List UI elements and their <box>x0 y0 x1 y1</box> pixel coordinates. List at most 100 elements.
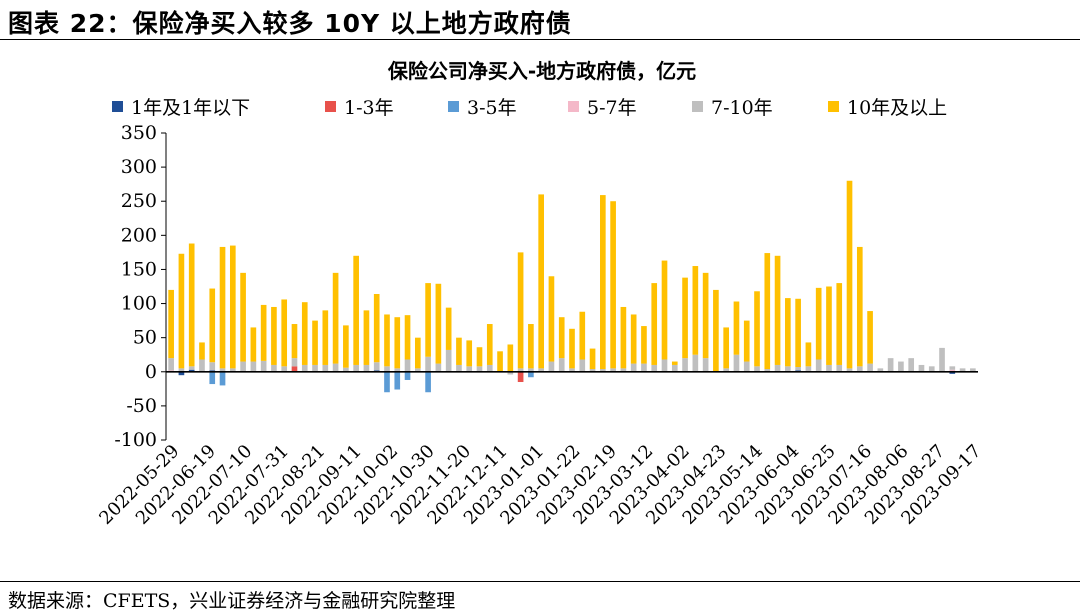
bar-segment <box>671 364 678 372</box>
bar-segment <box>795 367 801 371</box>
bar-segment <box>754 366 760 372</box>
bar-segment <box>384 314 390 367</box>
bar-segment <box>291 358 298 367</box>
bar-segment <box>199 342 205 360</box>
bar-segment <box>630 363 637 372</box>
legend-label: 1年及1年以下 <box>131 97 250 119</box>
bar-segment <box>384 366 390 372</box>
bar-segment <box>805 342 812 367</box>
bar-segment <box>517 368 524 372</box>
bar-segment <box>949 369 956 372</box>
bar-segment <box>209 362 216 371</box>
bar-segment <box>692 266 699 355</box>
bar-segment <box>271 364 277 372</box>
bar-segment <box>846 180 853 369</box>
bar-segment <box>764 253 771 370</box>
bar-segment <box>754 291 760 367</box>
bar-segment <box>240 272 246 362</box>
bar-segment <box>630 314 637 364</box>
bar-segment <box>363 364 370 372</box>
bar-segment <box>836 364 843 372</box>
bar-segment <box>404 315 411 360</box>
bar-segment <box>517 371 524 383</box>
bar-segment <box>569 328 575 369</box>
bar-segment <box>898 361 904 372</box>
bar-segment <box>332 363 339 372</box>
bar-segment <box>466 366 473 372</box>
bar-segment <box>671 361 678 365</box>
bar-segment <box>209 288 216 363</box>
bar-segment <box>846 368 853 372</box>
bar-segment <box>579 359 586 372</box>
bar-segment <box>795 298 801 368</box>
bar-segment <box>188 366 195 370</box>
bar-segment <box>435 363 442 372</box>
bar-segment <box>558 358 565 372</box>
bar-segment <box>856 246 863 367</box>
legend-label: 5-7年 <box>587 97 637 119</box>
bar-segment <box>528 324 534 369</box>
legend-swatch <box>448 101 459 112</box>
bar-segment <box>610 201 616 369</box>
bar-segment <box>486 324 493 365</box>
bar-segment <box>425 371 431 393</box>
bar-segment <box>394 368 401 372</box>
y-tick-label: 50 <box>133 327 157 349</box>
bar-segment <box>600 195 606 370</box>
bar-segment <box>435 283 442 364</box>
y-tick-label: 200 <box>121 224 157 246</box>
bar-segment <box>250 327 257 362</box>
y-tick-label: -50 <box>126 395 157 417</box>
bar-segment <box>641 363 647 372</box>
bar-segment <box>589 369 596 372</box>
bar-segment <box>250 361 257 372</box>
bar-segment <box>867 363 873 372</box>
figure-title: 图表 22：保险净买入较多 10Y 以上地方政府债 <box>8 9 572 38</box>
bar-segment <box>856 366 863 372</box>
bar-segment <box>168 358 174 371</box>
source-note: 数据来源：CFETS，兴业证券经济与金融研究院整理 <box>8 590 456 612</box>
bar-segment <box>651 364 658 372</box>
bar-segment <box>692 354 699 372</box>
bar-segment <box>661 359 668 372</box>
bar-segment <box>178 371 185 376</box>
bar-segment <box>394 371 401 390</box>
bar-segment <box>394 317 401 369</box>
bar-segment <box>928 366 935 372</box>
legend-label: 10年及以上 <box>847 97 947 119</box>
bar-segment <box>826 286 832 365</box>
bar-segment <box>188 243 195 367</box>
bar-segment <box>384 371 390 393</box>
bar-segment <box>661 260 668 360</box>
bar-segment <box>219 371 226 386</box>
bar-segment <box>363 310 370 365</box>
bar-segment <box>887 358 894 372</box>
legend-label: 7-10年 <box>711 97 773 119</box>
bar-segment <box>425 356 431 372</box>
bar-segment <box>548 276 555 362</box>
bar-segment <box>538 194 544 369</box>
bar-segment <box>959 368 966 372</box>
bar-segment <box>702 272 709 359</box>
bar-segment <box>548 361 555 372</box>
bar-segment <box>908 358 915 372</box>
bar-segment <box>528 371 534 378</box>
bar-segment <box>877 368 884 372</box>
bar-segment <box>343 367 349 372</box>
bar-segment <box>425 283 431 357</box>
legend-swatch <box>692 101 703 112</box>
bar-segment <box>178 368 185 372</box>
bar-segment <box>970 368 976 372</box>
bar-segment <box>918 364 925 372</box>
bar-segment <box>271 306 277 365</box>
bar-segment <box>589 348 596 370</box>
bar-segment <box>651 283 658 365</box>
bar-segment <box>445 307 452 350</box>
bar-segment <box>836 283 843 365</box>
bar-segment <box>785 298 791 367</box>
bar-segment <box>353 255 359 365</box>
bar-segment <box>939 347 945 372</box>
bar-segment <box>322 364 329 372</box>
bar-segment <box>723 368 730 372</box>
bar-segment <box>713 289 719 372</box>
